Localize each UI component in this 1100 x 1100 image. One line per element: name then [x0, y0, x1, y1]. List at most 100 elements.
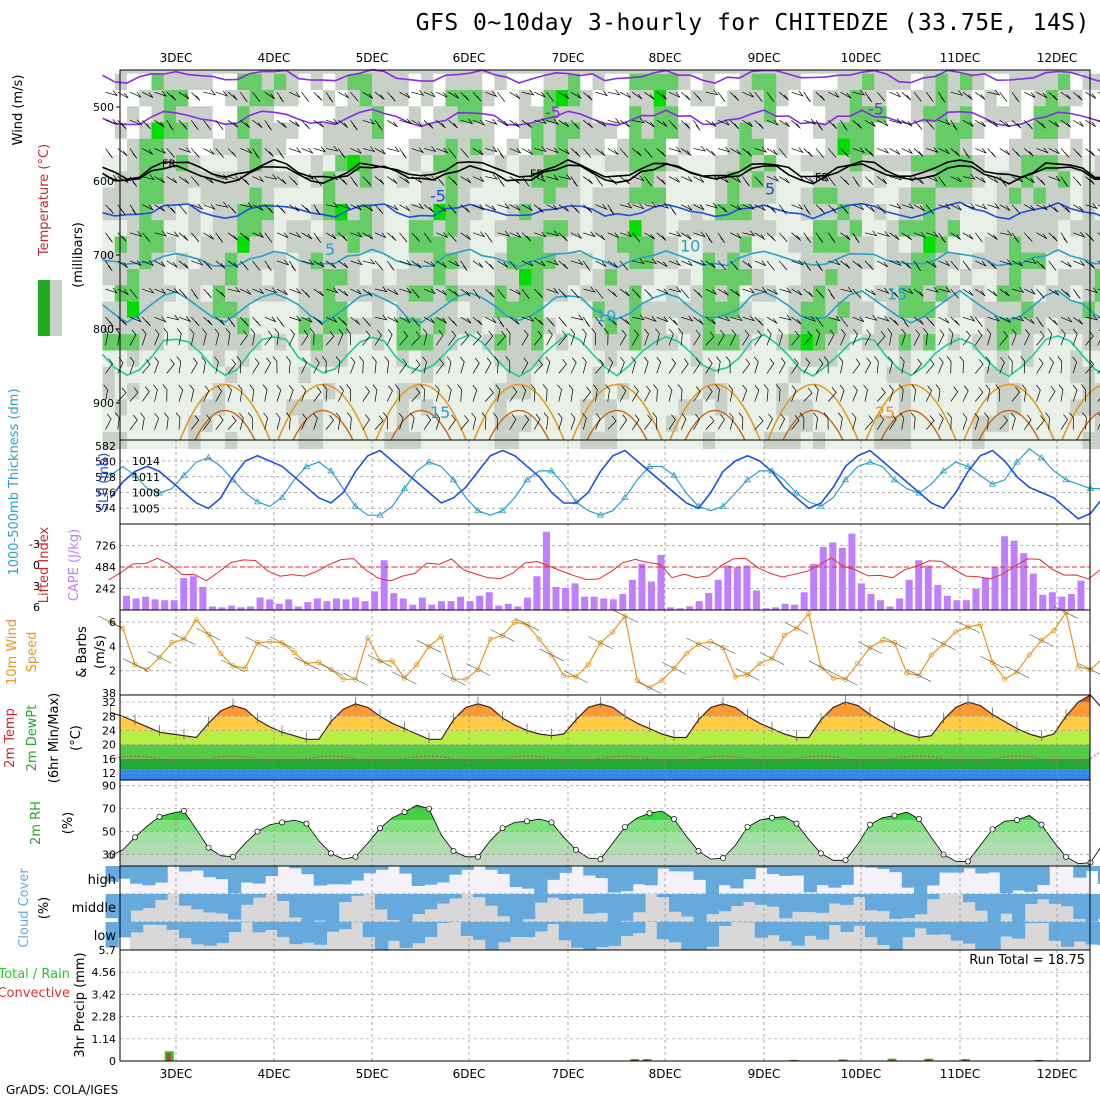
wind-barb — [142, 174, 155, 181]
rh-cell — [519, 138, 533, 157]
rh-cell — [237, 334, 251, 352]
cape-bar — [1039, 594, 1047, 610]
rh-cell — [482, 122, 496, 140]
rh-cell — [421, 252, 435, 271]
rh-cell — [898, 334, 912, 352]
lifted-index-line — [108, 557, 1100, 582]
wind-barb — [338, 232, 348, 242]
rh-cell — [176, 171, 190, 189]
wind-barb — [350, 356, 356, 374]
rh-cell — [433, 366, 447, 385]
rh-cell — [372, 317, 386, 336]
wind-barb — [705, 232, 713, 244]
rh-cell — [604, 285, 618, 303]
rh-cell — [690, 285, 704, 303]
rh-cell — [1009, 285, 1023, 303]
wind-barb — [264, 287, 278, 294]
wind-barb — [387, 146, 400, 153]
rh-cell — [396, 73, 410, 91]
rh-cell — [837, 269, 851, 287]
rh-cell — [114, 203, 128, 222]
rh-cell — [629, 317, 643, 336]
cloud-cell — [142, 922, 156, 925]
wind-barb — [570, 176, 578, 187]
rh-cell — [690, 187, 704, 205]
wind-barb — [568, 384, 574, 402]
wind-barb — [533, 288, 543, 298]
rh-cell — [237, 399, 251, 417]
wind-barb — [190, 288, 199, 300]
cloud-cell — [950, 866, 964, 873]
rh-cell — [482, 350, 496, 368]
wind-barb — [815, 288, 825, 299]
rh-cell — [433, 89, 447, 108]
cloud-cell — [264, 922, 278, 931]
dewpoint2m-axis-label: 2m DewPt — [25, 705, 40, 772]
rh-cell — [1058, 171, 1072, 189]
wind-barb — [215, 414, 224, 430]
wind-barb — [240, 202, 253, 208]
rh-cell — [188, 138, 202, 157]
wind-barb — [252, 232, 264, 238]
rh-cell — [163, 89, 177, 108]
rh-cell — [837, 366, 851, 385]
rh-cell — [886, 399, 900, 417]
wind-barb — [742, 91, 754, 98]
wind-barb — [472, 288, 481, 300]
rh-cell — [800, 236, 814, 254]
cloud-cell — [730, 866, 744, 889]
wind-barb — [656, 232, 667, 241]
cape-bar — [590, 596, 598, 610]
rh-cell — [813, 317, 827, 336]
wind-barb — [362, 91, 374, 99]
cape-bar — [934, 585, 942, 610]
rh-cell — [470, 73, 484, 91]
wind-barb — [497, 288, 506, 299]
cloud-cell — [693, 922, 707, 950]
rh-cell — [788, 236, 802, 254]
rh-cell — [604, 334, 618, 352]
rh-cell — [457, 106, 471, 124]
surface-wind-barb — [245, 636, 270, 650]
rh-cell — [457, 366, 471, 385]
rh-cell — [482, 236, 496, 254]
rh-cell — [482, 383, 496, 401]
rh-cell — [678, 366, 692, 385]
rh-cell — [335, 415, 349, 433]
rh-marker — [965, 858, 971, 865]
rh-cell — [923, 220, 937, 238]
y-tick-label: 500 — [93, 101, 114, 114]
wind-barb — [766, 316, 778, 324]
cloud-cell — [779, 866, 793, 876]
rh-cell — [911, 334, 925, 352]
wind-barb — [227, 175, 241, 182]
wind-barb — [301, 357, 308, 374]
rh-cell — [286, 138, 300, 157]
day-label-bottom: 9DEC — [748, 1067, 781, 1081]
rh-cell — [335, 138, 349, 157]
rh-cell — [776, 138, 790, 157]
rh-cell — [555, 366, 569, 385]
wind-barb — [276, 384, 282, 402]
rh-cell — [825, 366, 839, 385]
wind-barb — [350, 316, 361, 325]
surface-wind-barb — [833, 672, 858, 686]
cloud-cell — [1036, 894, 1050, 900]
rh-cell — [751, 106, 765, 124]
rh-cell — [1033, 301, 1047, 319]
surface-wind-barb — [882, 636, 907, 650]
rh-cell — [764, 236, 778, 254]
cloud-cell — [289, 894, 303, 918]
cloud-cell — [154, 894, 168, 900]
wind-barb — [678, 328, 683, 346]
rh-cell — [163, 106, 177, 124]
wind-barb — [534, 146, 547, 153]
wind-speed-line — [110, 610, 1100, 689]
rh-cell — [445, 269, 459, 287]
rh-cell — [310, 171, 324, 189]
rh-cell — [617, 350, 631, 368]
wind-barb — [485, 204, 497, 211]
rh-cell — [433, 334, 447, 352]
rh-cell — [261, 252, 275, 271]
wind-barb — [203, 385, 210, 402]
